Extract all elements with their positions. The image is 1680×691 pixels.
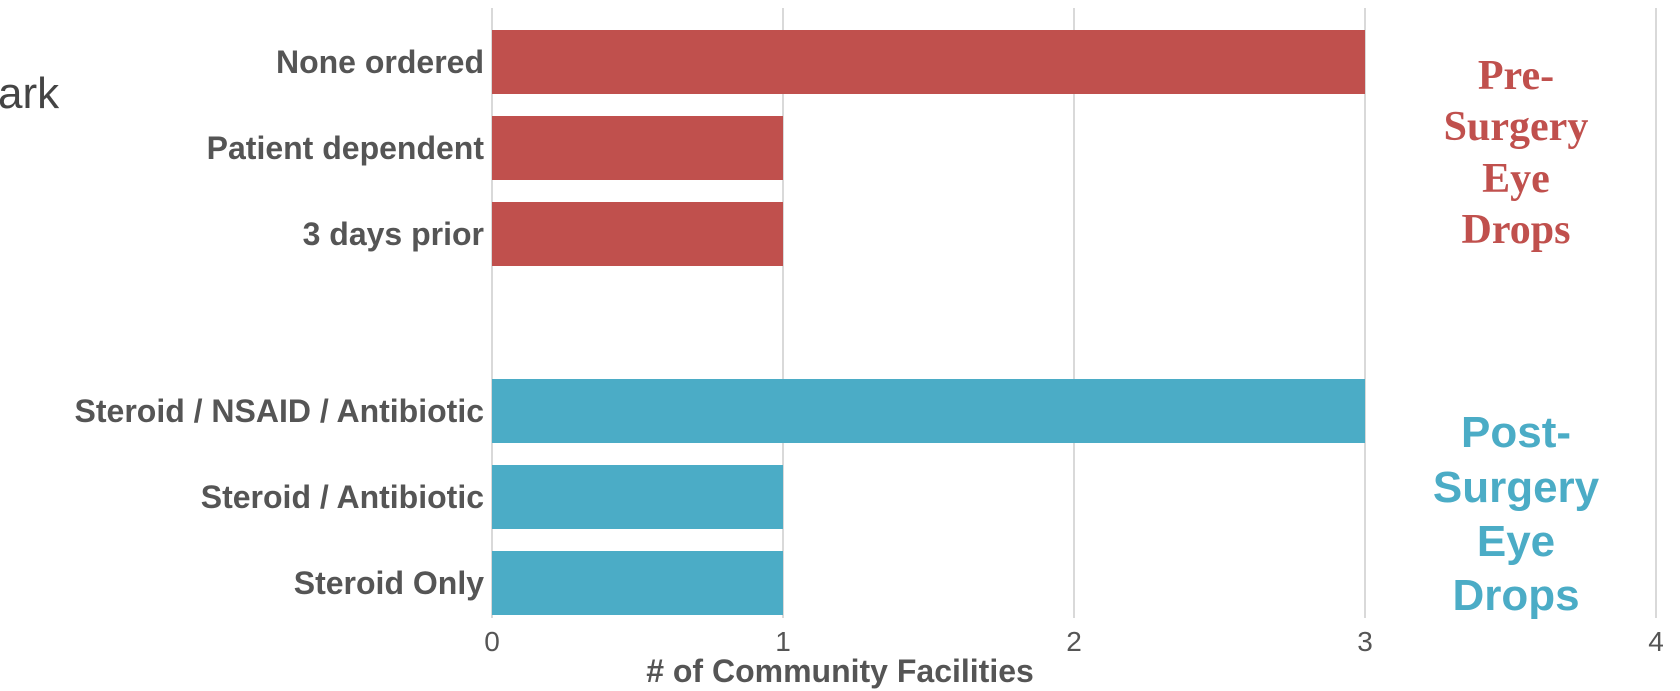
category-label: Steroid / NSAID / Antibiotic (75, 393, 484, 429)
x-tick-label: 0 (484, 626, 500, 657)
post-surgery-group-title: Post-Surgery Eye Drops (1433, 408, 1600, 620)
x-tick-label: 3 (1357, 626, 1373, 657)
x-axis-title: # of Community Facilities (646, 653, 1034, 689)
pre-surgery-group-title: Pre-Surgery Eye Drops (1444, 53, 1589, 253)
bar-steroid-antibiotic (492, 465, 783, 529)
x-tick-label: 4 (1648, 626, 1664, 657)
x-tick-label: 1 (775, 626, 791, 657)
label-layer: 0 1 2 3 4 None ordered Patient dependent 3 days… (75, 44, 1664, 657)
category-label: None ordered (276, 44, 484, 80)
bar-steroid-only (492, 551, 783, 615)
category-label: Steroid Only (294, 565, 484, 601)
page-fragment-text: ark (0, 69, 60, 118)
category-label: Patient dependent (207, 130, 485, 166)
category-label: 3 days prior (303, 216, 484, 252)
category-label: Steroid / Antibiotic (201, 479, 484, 515)
bar-patient-dependent (492, 116, 783, 180)
bar-3-days-prior (492, 202, 783, 266)
bar-steroid-nsaid-antibiotic (492, 379, 1365, 443)
x-tick-label: 2 (1066, 626, 1082, 657)
bar-layer (492, 30, 1365, 615)
bar-none-ordered (492, 30, 1365, 94)
